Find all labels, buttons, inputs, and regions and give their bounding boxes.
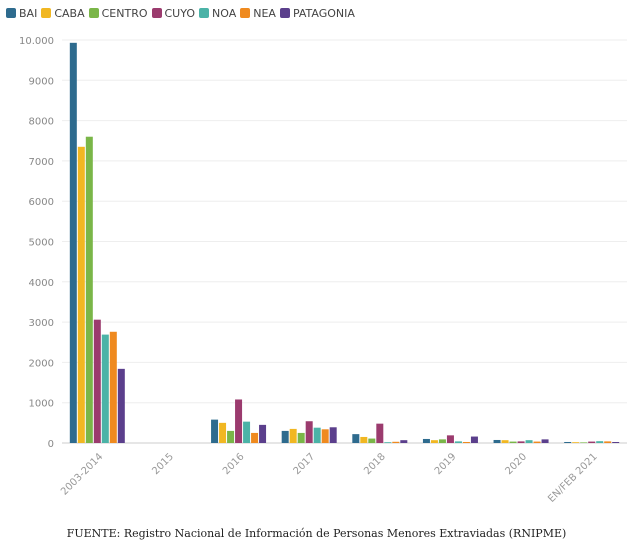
- legend-item-nea[interactable]: NEA: [240, 7, 276, 20]
- bar-centro: [368, 438, 376, 443]
- legend-label: CENTRO: [101, 6, 148, 20]
- x-tick-label: EN/FEB 2021: [546, 451, 600, 505]
- x-tick-label: 2020: [503, 451, 529, 477]
- bar-centro: [85, 136, 93, 443]
- bar-centro: [297, 432, 305, 443]
- x-tick-label: 2019: [433, 451, 459, 477]
- bar-noa: [525, 440, 533, 443]
- bar-nea: [109, 331, 117, 443]
- bar-noa: [243, 421, 251, 443]
- bar-cuyo: [235, 399, 243, 443]
- y-tick-label: 9000: [29, 76, 54, 87]
- bar-patagonia: [259, 424, 267, 443]
- bar-centro: [580, 442, 588, 443]
- y-tick-label: 1000: [29, 399, 54, 410]
- bar-cuyo: [93, 319, 101, 443]
- legend-item-cuyo[interactable]: CUYO: [151, 6, 196, 20]
- x-tick-label: 2016: [221, 451, 247, 477]
- bar-noa: [101, 334, 109, 443]
- chart-legend: BAI CABA CENTRO CUYO NOA NEA PATAGONIA: [6, 4, 359, 22]
- legend-swatch: [151, 8, 162, 18]
- bar-caba: [289, 428, 297, 443]
- bar-cuyo: [588, 441, 596, 443]
- y-tick-label: 10.000: [19, 36, 54, 47]
- bar-nea: [462, 441, 470, 443]
- x-tick-label: 2017: [292, 451, 318, 477]
- bar-nea: [604, 441, 612, 443]
- bar-cuyo: [376, 423, 384, 443]
- legend-swatch: [41, 8, 52, 18]
- legend-swatch: [88, 8, 99, 18]
- y-tick-label: 3000: [29, 318, 54, 329]
- x-tick-label: 2018: [362, 451, 388, 477]
- bar-cuyo: [305, 421, 313, 443]
- bar-centro: [227, 430, 235, 443]
- x-tick-label: 2015: [150, 451, 176, 477]
- y-tick-label: 0: [48, 439, 54, 450]
- legend-item-caba[interactable]: CABA: [41, 6, 85, 20]
- y-tick-label: 2000: [29, 358, 54, 369]
- legend-swatch: [6, 8, 16, 18]
- bar-cuyo: [517, 441, 525, 443]
- bar-centro: [509, 441, 517, 443]
- legend-item-patagonia[interactable]: PATAGONIA: [279, 6, 355, 20]
- bar-nea: [392, 441, 400, 443]
- legend-item-bai[interactable]: BAI: [6, 7, 37, 20]
- legend-item-noa[interactable]: NOA: [199, 7, 236, 20]
- bar-nea: [533, 441, 541, 443]
- x-tick-label: 2003-2014: [59, 451, 105, 497]
- bar-bai: [352, 434, 360, 443]
- bar-nea: [321, 429, 329, 443]
- bar-noa: [384, 442, 392, 443]
- legend-item-centro[interactable]: CENTRO: [88, 6, 148, 20]
- bar-bai: [69, 42, 77, 444]
- bar-patagonia: [329, 427, 337, 443]
- bar-centro: [438, 439, 446, 443]
- bar-cuyo: [446, 435, 454, 443]
- bar-caba: [360, 436, 368, 443]
- bar-noa: [454, 441, 462, 443]
- bar-patagonia: [470, 436, 478, 443]
- legend-label: NEA: [253, 6, 276, 20]
- y-tick-label: 7000: [29, 157, 54, 168]
- bar-noa: [596, 441, 604, 443]
- legend-swatch: [279, 8, 290, 18]
- bar-bai: [281, 430, 289, 443]
- legend-label: BAI: [19, 6, 38, 20]
- bar-caba: [501, 440, 509, 443]
- bar-bai: [564, 441, 572, 443]
- bar-patagonia: [400, 440, 408, 443]
- bar-noa: [313, 427, 321, 443]
- legend-swatch: [240, 8, 251, 18]
- bar-patagonia: [612, 441, 620, 443]
- legend-label: NOA: [212, 6, 237, 20]
- bar-caba: [77, 146, 85, 444]
- bar-bai: [422, 438, 430, 443]
- y-tick-label: 8000: [29, 117, 54, 128]
- bar-nea: [251, 432, 259, 443]
- legend-swatch: [199, 8, 210, 18]
- legend-label: PATAGONIA: [292, 6, 355, 20]
- y-tick-label: 6000: [29, 197, 54, 208]
- bar-caba: [430, 440, 438, 443]
- legend-label: CABA: [54, 6, 85, 20]
- bar-bai: [493, 439, 501, 443]
- bar-caba: [572, 442, 580, 443]
- legend-label: CUYO: [164, 6, 196, 20]
- bar-caba: [219, 422, 227, 443]
- bar-patagonia: [541, 439, 549, 443]
- source-note: FUENTE: Registro Nacional de Información…: [66, 527, 567, 540]
- y-tick-label: 5000: [29, 238, 54, 249]
- bar-bai: [211, 419, 219, 443]
- bar-patagonia: [117, 368, 125, 443]
- y-tick-label: 4000: [29, 278, 54, 289]
- bar-chart: 0 1000 2000 3000 4000 5000 6000 7000 8000 9000 10.…: [19, 36, 627, 505]
